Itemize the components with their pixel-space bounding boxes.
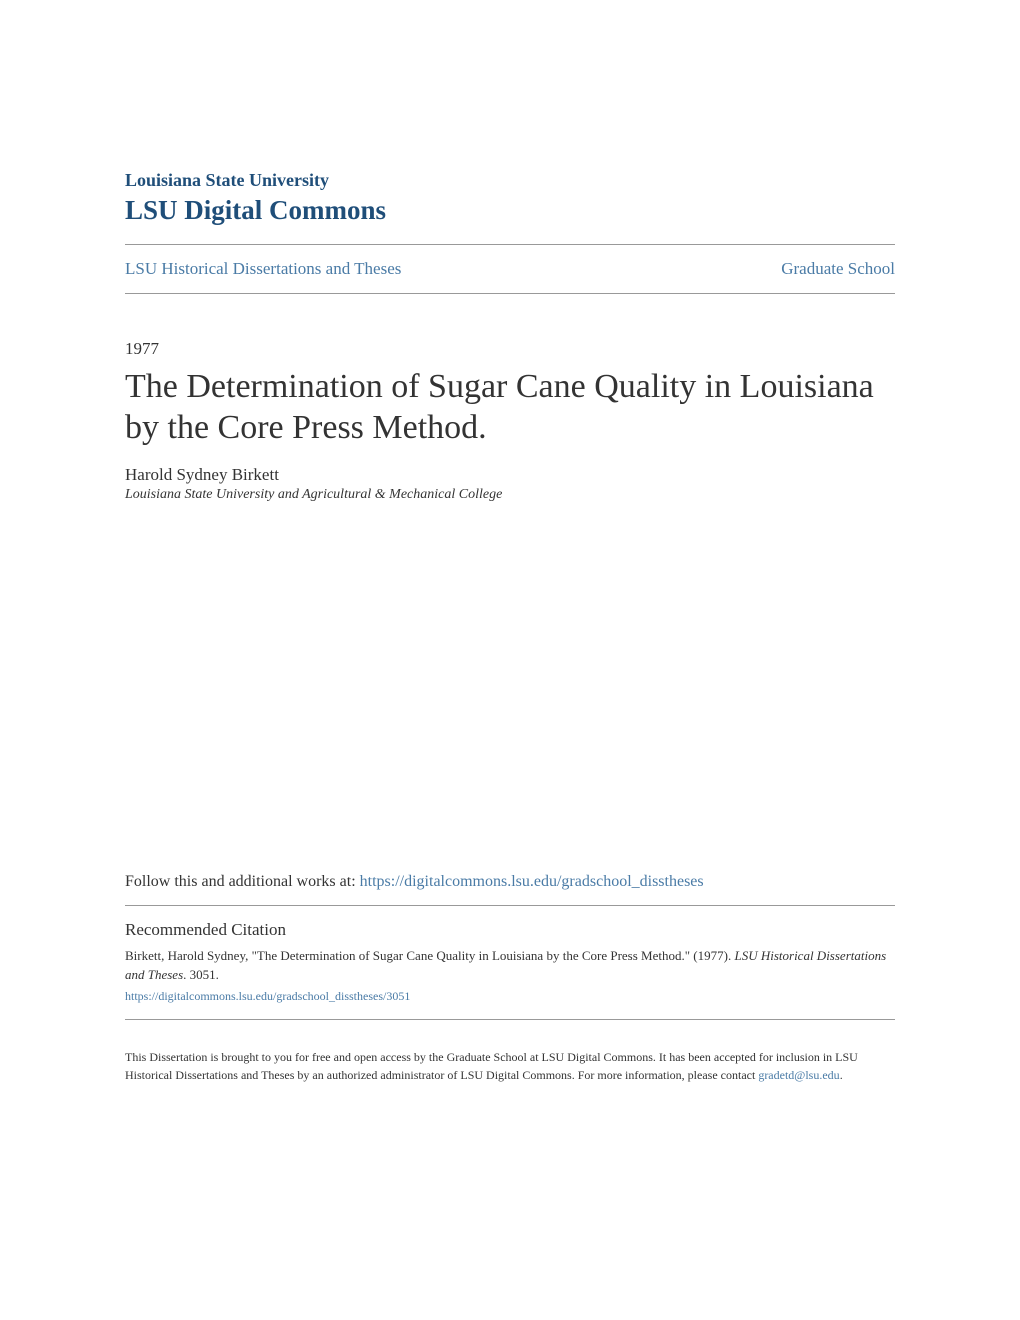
follow-prefix: Follow this and additional works at:: [125, 873, 360, 890]
author-affiliation: Louisiana State University and Agricultu…: [125, 487, 895, 503]
citation-divider: [125, 1019, 895, 1020]
follow-link[interactable]: https://digitalcommons.lsu.edu/gradschoo…: [360, 873, 704, 890]
nav-row: LSU Historical Dissertations and Theses …: [125, 245, 895, 293]
collection-link[interactable]: LSU Historical Dissertations and Theses: [125, 259, 401, 279]
repository-name[interactable]: LSU Digital Commons: [125, 195, 895, 226]
footer-email-link[interactable]: gradetd@lsu.edu: [758, 1068, 839, 1082]
author-name: Harold Sydney Birkett: [125, 465, 895, 485]
follow-section: Follow this and additional works at: htt…: [125, 873, 895, 905]
citation-text: Birkett, Harold Sydney, "The Determinati…: [125, 946, 895, 1005]
school-link[interactable]: Graduate School: [781, 259, 895, 279]
footer-suffix: .: [840, 1068, 843, 1082]
publication-year: 1977: [125, 339, 895, 359]
nav-divider: [125, 293, 895, 294]
citation-heading: Recommended Citation: [125, 920, 895, 940]
citation-section: Recommended Citation Birkett, Harold Syd…: [125, 906, 895, 1019]
header-section: Louisiana State University LSU Digital C…: [125, 170, 895, 226]
paper-title: The Determination of Sugar Cane Quality …: [125, 367, 895, 449]
footer-text: This Dissertation is brought to you for …: [125, 1048, 895, 1084]
citation-part1: Birkett, Harold Sydney, "The Determinati…: [125, 948, 734, 963]
footer-body: This Dissertation is brought to you for …: [125, 1050, 858, 1082]
citation-url-link[interactable]: https://digitalcommons.lsu.edu/gradschoo…: [125, 987, 895, 1005]
institution-name[interactable]: Louisiana State University: [125, 170, 895, 191]
citation-part2: . 3051.: [183, 967, 219, 982]
